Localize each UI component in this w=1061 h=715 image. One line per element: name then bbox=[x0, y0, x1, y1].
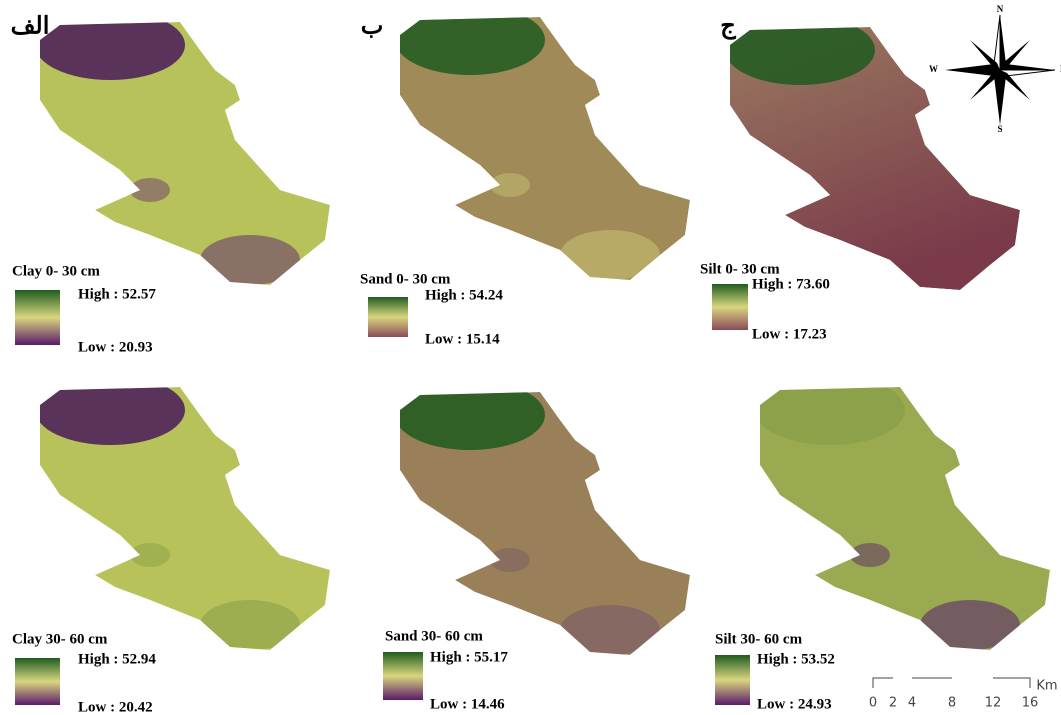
legend-swatch bbox=[715, 655, 750, 705]
compass-s: S bbox=[997, 124, 1002, 134]
map-raster bbox=[725, 15, 1020, 290]
map-zone bbox=[200, 600, 300, 650]
scale-label: 8 bbox=[948, 696, 956, 711]
map-raster bbox=[35, 375, 330, 650]
map-panel bbox=[395, 5, 690, 280]
panel-letter: ج bbox=[720, 14, 736, 41]
map-raster bbox=[395, 380, 690, 655]
map-panel bbox=[35, 375, 330, 650]
map-zone bbox=[395, 380, 545, 450]
map-zone bbox=[490, 548, 530, 572]
panel-letter: ب bbox=[361, 14, 384, 40]
scale-unit: Km bbox=[1036, 679, 1057, 694]
scale-label: 12 bbox=[985, 696, 1002, 711]
map-raster bbox=[395, 5, 690, 280]
map-zone bbox=[850, 543, 890, 567]
legend-high: High : 52.57 bbox=[78, 286, 156, 302]
map-zone bbox=[130, 543, 170, 567]
panel-letter: الف bbox=[11, 14, 50, 40]
scale-label: 4 bbox=[908, 696, 916, 711]
legend-high: High : 73.60 bbox=[752, 276, 830, 292]
map-zone bbox=[200, 235, 300, 285]
map-zone bbox=[490, 173, 530, 197]
compass-n: N bbox=[997, 4, 1004, 14]
legend-title: Sand 0- 30 cm bbox=[360, 271, 451, 287]
figure: N S E W Km Clay 0- 30 cm High : 52.57 Low … bbox=[0, 0, 1061, 715]
legend-title: Clay 30- 60 cm bbox=[12, 631, 108, 647]
legend-title: Silt 0- 30 cm bbox=[700, 261, 780, 277]
map-raster bbox=[35, 10, 330, 285]
map-raster bbox=[755, 375, 1050, 650]
map-zone bbox=[725, 15, 875, 85]
map-zone bbox=[560, 230, 660, 280]
legend-low: Low : 20.42 bbox=[78, 699, 153, 715]
legend-swatch bbox=[15, 290, 60, 345]
legend-title: Sand 30- 60 cm bbox=[385, 628, 483, 644]
map-panel bbox=[725, 15, 1020, 290]
scale-label: 0 bbox=[869, 696, 877, 711]
compass: N S E W bbox=[929, 4, 1061, 134]
legend-low: Low : 24.93 bbox=[757, 696, 832, 712]
legend-title: Silt 30- 60 cm bbox=[715, 631, 803, 647]
legend-high: High : 54.24 bbox=[425, 287, 503, 303]
legend-low: Low : 14.46 bbox=[430, 696, 505, 712]
legend-low: Low : 15.14 bbox=[425, 331, 500, 347]
scale-bar bbox=[873, 678, 1030, 688]
legend-swatch bbox=[368, 297, 408, 337]
legend-high: High : 53.52 bbox=[757, 651, 835, 667]
legend-low: Low : 17.23 bbox=[752, 326, 827, 342]
map-zone bbox=[35, 375, 185, 445]
legend-low: Low : 20.93 bbox=[78, 339, 153, 355]
legend-swatch bbox=[383, 652, 423, 700]
map-panel bbox=[35, 10, 330, 285]
legend-title: Clay 0- 30 cm bbox=[12, 263, 100, 279]
legend-swatch bbox=[712, 284, 748, 330]
map-zone bbox=[35, 10, 185, 80]
compass-w: W bbox=[929, 64, 938, 74]
legend-high: High : 52.94 bbox=[78, 651, 156, 667]
scale-label: 16 bbox=[1022, 696, 1039, 711]
map-zone bbox=[130, 178, 170, 202]
map-zone bbox=[395, 5, 545, 75]
map-panel bbox=[395, 380, 690, 655]
map-zone bbox=[755, 375, 905, 445]
map-panel bbox=[755, 375, 1050, 650]
map-zone bbox=[920, 600, 1020, 650]
legend-high: High : 55.17 bbox=[430, 649, 508, 665]
map-zone bbox=[560, 605, 660, 655]
legend-swatch bbox=[15, 658, 60, 705]
scale-label: 2 bbox=[889, 696, 897, 711]
